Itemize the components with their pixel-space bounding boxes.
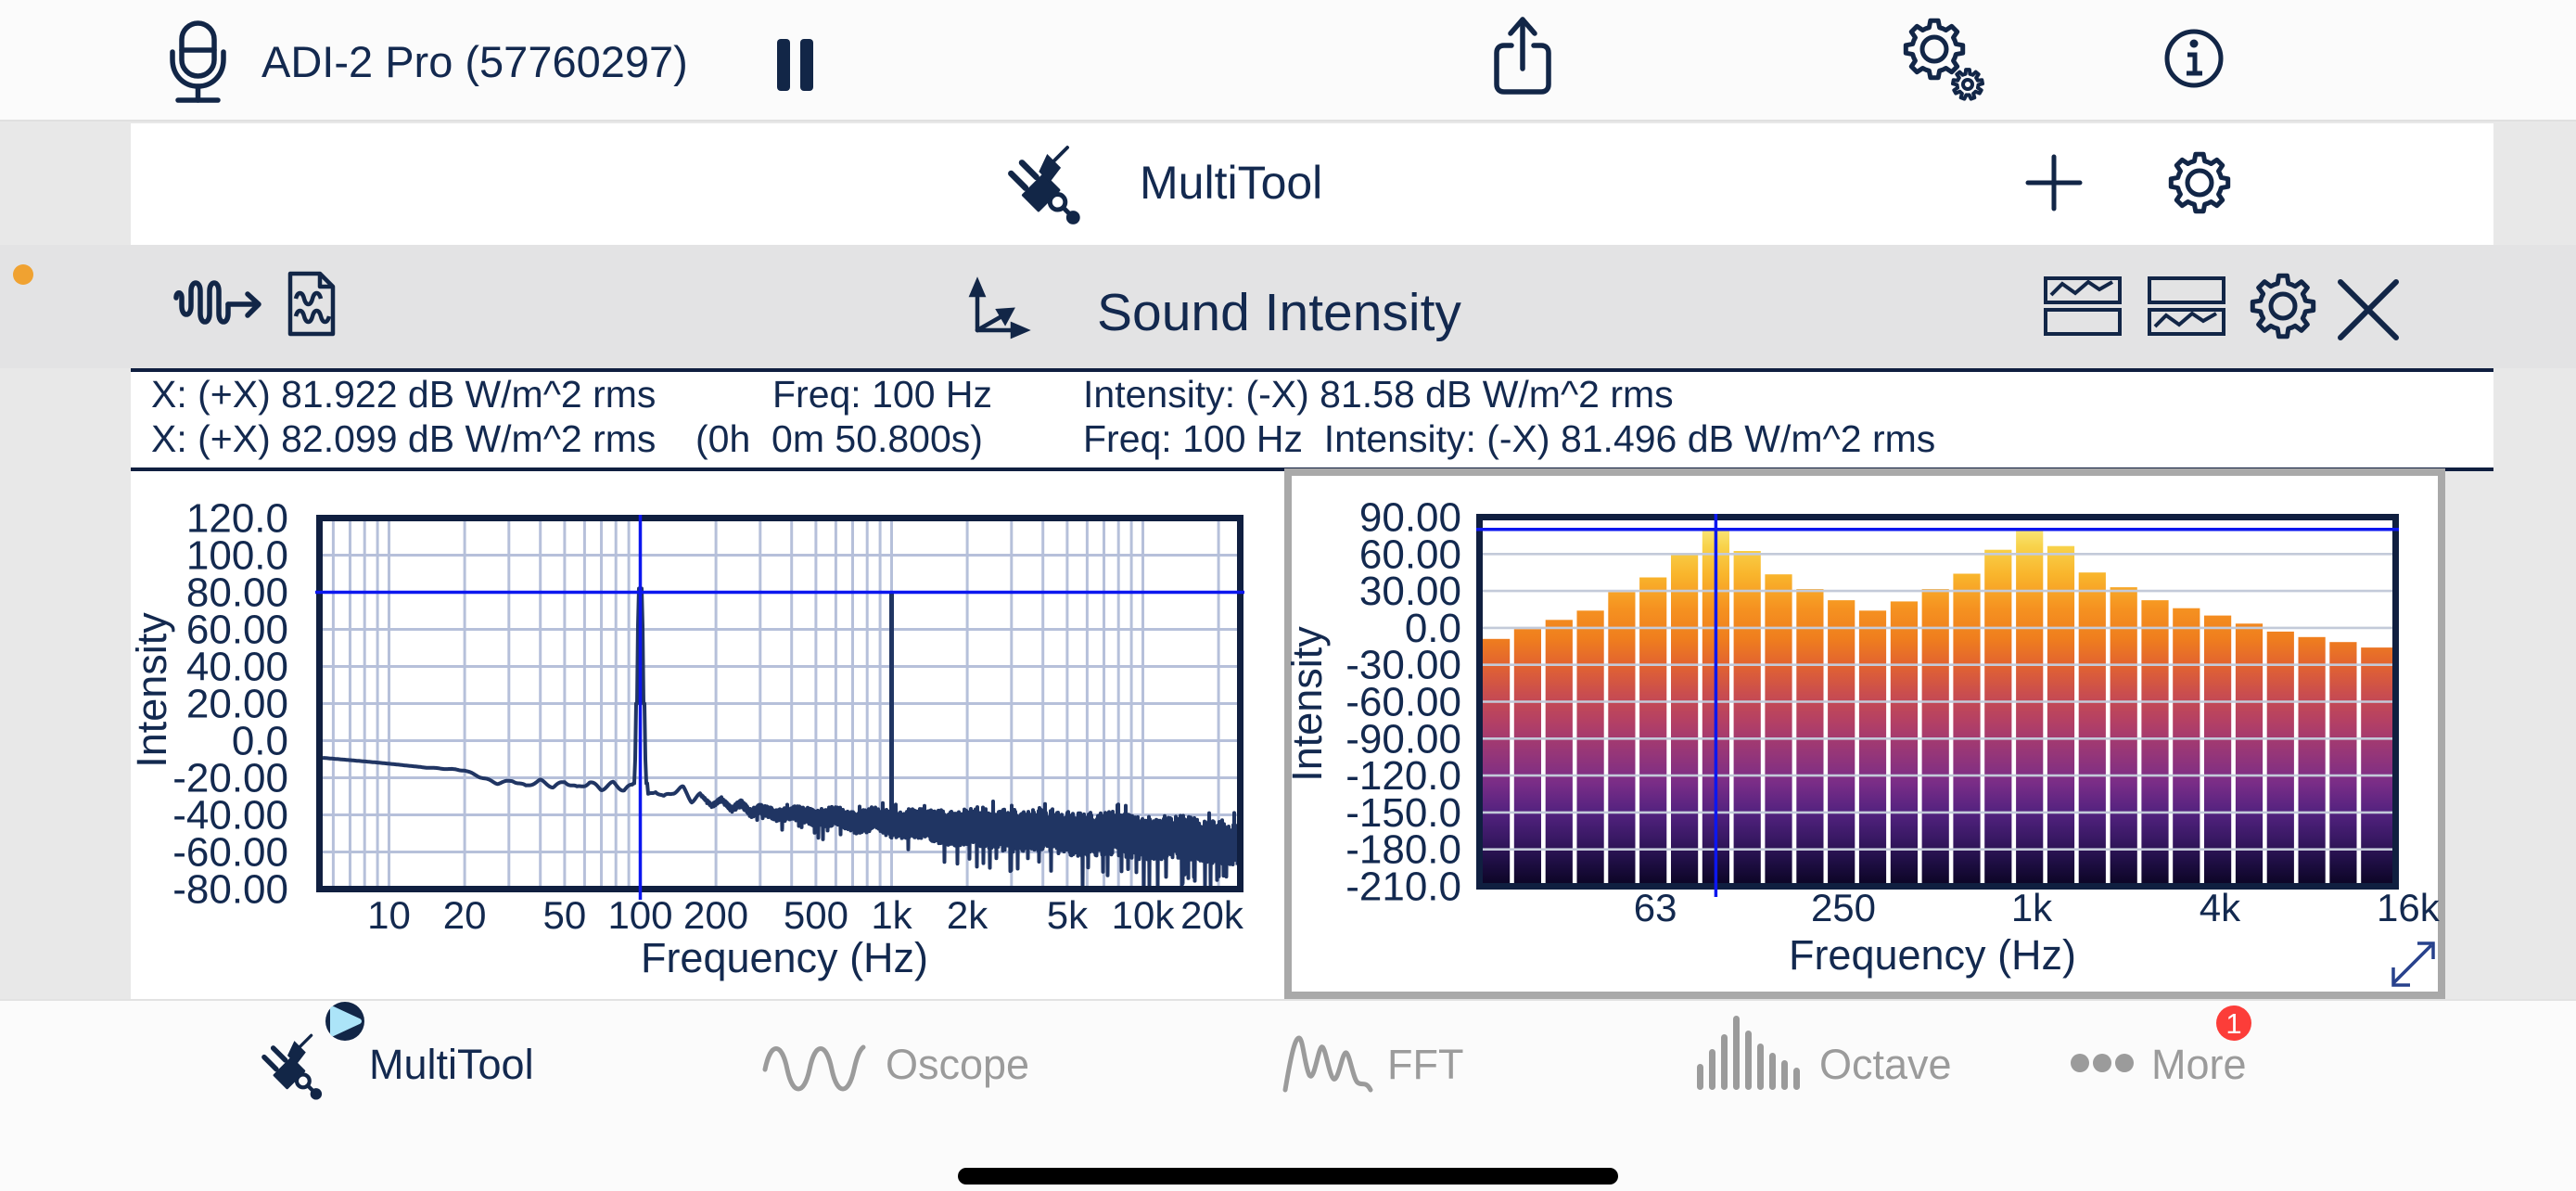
- svg-text:-120.0: -120.0: [1345, 753, 1461, 799]
- svg-text:5k: 5k: [1047, 893, 1089, 937]
- svg-text:20.00: 20.00: [186, 682, 288, 727]
- svg-text:Intensity: Intensity: [1284, 626, 1331, 782]
- svg-text:20k: 20k: [1180, 893, 1244, 937]
- svg-text:-30.00: -30.00: [1345, 643, 1461, 688]
- svg-text:Intensity: Intensity: [131, 612, 175, 768]
- svg-text:-80.00: -80.00: [172, 867, 288, 913]
- svg-text:10k: 10k: [1112, 893, 1176, 937]
- svg-text:0.0: 0.0: [1405, 606, 1461, 651]
- svg-text:50: 50: [543, 893, 587, 937]
- svg-text:Frequency (Hz): Frequency (Hz): [1789, 931, 2076, 979]
- svg-text:120.0: 120.0: [186, 496, 288, 542]
- svg-text:10: 10: [367, 893, 411, 937]
- svg-text:80.00: 80.00: [186, 570, 288, 616]
- svg-text:4k: 4k: [2200, 886, 2241, 929]
- svg-text:90.00: 90.00: [1359, 495, 1461, 541]
- svg-text:-60.00: -60.00: [172, 830, 288, 876]
- svg-text:100: 100: [607, 893, 672, 937]
- svg-text:-90.00: -90.00: [1345, 716, 1461, 762]
- svg-text:30.00: 30.00: [1359, 569, 1461, 614]
- svg-text:200: 200: [683, 893, 748, 937]
- svg-text:500: 500: [784, 893, 848, 937]
- svg-text:20: 20: [443, 893, 487, 937]
- svg-text:0.0: 0.0: [232, 719, 288, 764]
- svg-text:-60.00: -60.00: [1345, 680, 1461, 725]
- svg-text:1: 1: [2225, 1007, 2241, 1040]
- svg-text:63: 63: [1634, 886, 1677, 929]
- svg-text:100.0: 100.0: [186, 533, 288, 579]
- svg-text:Frequency (Hz): Frequency (Hz): [641, 934, 928, 981]
- svg-text:1k: 1k: [2011, 886, 2053, 929]
- svg-text:-40.00: -40.00: [172, 793, 288, 839]
- svg-text:250: 250: [1811, 886, 1876, 929]
- svg-text:60.00: 60.00: [186, 608, 288, 653]
- svg-text:16k: 16k: [2377, 886, 2441, 929]
- svg-text:40.00: 40.00: [186, 645, 288, 690]
- svg-text:-20.00: -20.00: [172, 756, 288, 801]
- svg-text:-210.0: -210.0: [1345, 864, 1461, 910]
- svg-text:2k: 2k: [947, 893, 988, 937]
- svg-text:1k: 1k: [871, 893, 912, 937]
- svg-text:-150.0: -150.0: [1345, 790, 1461, 836]
- svg-text:-180.0: -180.0: [1345, 827, 1461, 873]
- svg-text:60.00: 60.00: [1359, 531, 1461, 577]
